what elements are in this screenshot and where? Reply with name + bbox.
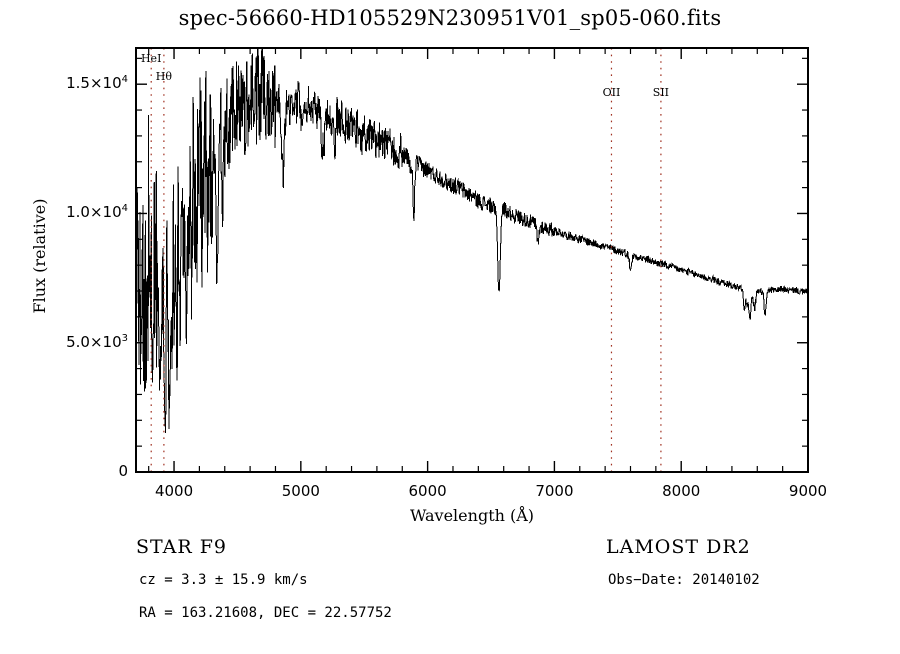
x-tick-label: 7000 — [535, 482, 574, 500]
line-marker-label-SII: SII — [652, 86, 670, 99]
line-marker-label-HeI: HeI — [140, 52, 162, 65]
plot-frame — [135, 47, 809, 473]
x-tick-label: 9000 — [788, 482, 828, 500]
line-marker-label-OII: OII — [602, 86, 621, 99]
y-tick-label: 5.0×103 — [66, 332, 128, 351]
page-title: spec-56660-HD105529N230951V01_sp05-060.f… — [178, 6, 722, 30]
x-tick-label: 8000 — [662, 482, 701, 500]
footer-survey: LAMOST DR2 — [606, 536, 751, 558]
y-tick-label: 1.0×104 — [66, 203, 128, 222]
y-tick-label: 1.5×104 — [66, 74, 128, 93]
spectrum-trace — [135, 47, 809, 473]
x-tick-label: 4000 — [154, 482, 194, 500]
footer-obs-date: Obs−Date: 20140102 — [608, 572, 760, 588]
x-tick-label: 6000 — [408, 482, 447, 500]
footer-object-class: STAR F9 — [136, 536, 227, 558]
x-axis-label: Wavelength (Å) — [409, 506, 535, 525]
y-tick-label: 0 — [118, 462, 128, 480]
line-marker-label-Htheta: Hθ — [155, 70, 172, 83]
x-tick-label: 5000 — [281, 482, 320, 500]
footer-redshift: cz = 3.3 ± 15.9 km/s — [139, 572, 308, 588]
footer-coordinates: RA = 163.21608, DEC = 22.57752 — [139, 605, 392, 621]
